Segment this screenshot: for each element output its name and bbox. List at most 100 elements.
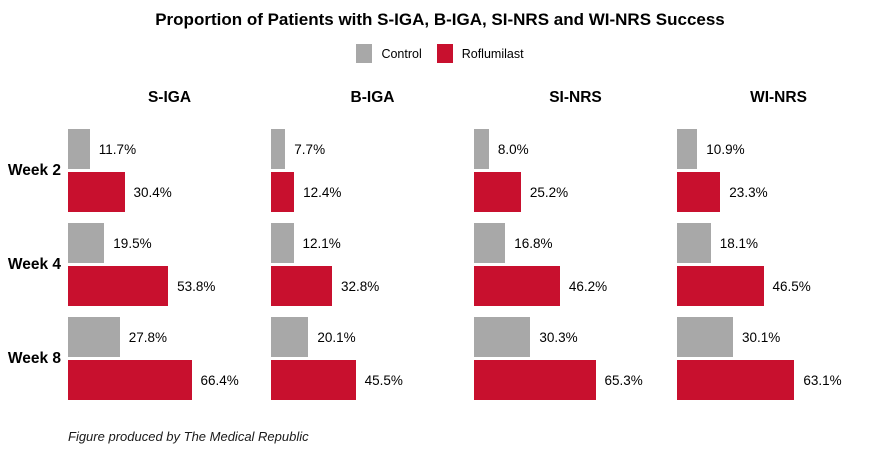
bar-row: 10.9%	[677, 129, 880, 169]
bar-row: 11.7%	[68, 129, 271, 169]
bar-row: 45.5%	[271, 360, 474, 400]
bar-value-label: 65.3%	[604, 372, 643, 388]
bar-group: 27.8% 66.4%	[68, 317, 271, 400]
panel-si-nrs: SI-NRS 8.0% 25.2% 16.8% 46.2% 30.3% 65.3%	[474, 89, 677, 411]
bar-row: 63.1%	[677, 360, 880, 400]
bar-control	[271, 317, 309, 357]
panel-b-iga: B-IGA 7.7% 12.4% 12.1% 32.8% 20.1% 45.5%	[271, 89, 474, 411]
bar-row: 7.7%	[271, 129, 474, 169]
bar-group: 18.1% 46.5%	[677, 223, 880, 306]
bar-row: 18.1%	[677, 223, 880, 263]
bar-group: 11.7% 30.4%	[68, 129, 271, 212]
panel-title: WI-NRS	[750, 89, 807, 106]
bar-group: 8.0% 25.2%	[474, 129, 677, 212]
bar-row: 25.2%	[474, 172, 677, 212]
legend-item-roflumilast: Roflumilast	[436, 44, 524, 63]
bar-value-label: 30.4%	[133, 184, 172, 200]
bar-value-label: 12.4%	[303, 184, 342, 200]
chart-title: Proportion of Patients with S-IGA, B-IGA…	[155, 10, 725, 29]
bar-control	[68, 129, 90, 169]
bar-row: 30.4%	[68, 172, 271, 212]
bar-row: 46.2%	[474, 266, 677, 306]
bar-group: 20.1% 45.5%	[271, 317, 474, 400]
bar-control	[271, 223, 294, 263]
bar-row: 30.1%	[677, 317, 880, 357]
bar-value-label: 10.9%	[706, 141, 745, 157]
bar-row: 19.5%	[68, 223, 271, 263]
bar-value-label: 12.1%	[302, 235, 341, 251]
bar-row: 8.0%	[474, 129, 677, 169]
bar-group: 16.8% 46.2%	[474, 223, 677, 306]
bar-control	[474, 317, 531, 357]
bar-value-label: 16.8%	[514, 235, 553, 251]
bar-group: 10.9% 23.3%	[677, 129, 880, 212]
panel-title: B-IGA	[350, 89, 395, 106]
bar-roflumilast	[474, 266, 560, 306]
bar-value-label: 27.8%	[128, 329, 167, 345]
bar-row: 53.8%	[68, 266, 271, 306]
bar-row: 27.8%	[68, 317, 271, 357]
bar-roflumilast	[271, 360, 356, 400]
header-spacer	[0, 89, 68, 129]
panel-title: S-IGA	[147, 89, 192, 106]
bar-roflumilast	[68, 172, 125, 212]
bar-value-label: 63.1%	[803, 372, 842, 388]
bar-value-label: 11.7%	[98, 141, 137, 157]
bar-value-label: 20.1%	[317, 329, 356, 345]
bar-group: 30.1% 63.1%	[677, 317, 880, 400]
panel-wi-nrs: WI-NRS 10.9% 23.3% 18.1% 46.5% 30.1% 63.1%	[677, 89, 880, 411]
bar-value-label: 30.3%	[539, 329, 578, 345]
chart-grid: Week 2 Week 4 Week 8 S-IGA 11.7% 30.4% 19.5% 53…	[0, 89, 880, 411]
bar-value-label: 46.5%	[772, 278, 811, 294]
bar-row: 12.4%	[271, 172, 474, 212]
bar-roflumilast	[474, 172, 521, 212]
bar-row: 23.3%	[677, 172, 880, 212]
bar-value-label: 23.3%	[729, 184, 768, 200]
week-label: Week 2	[7, 161, 61, 179]
bar-row: 46.5%	[677, 266, 880, 306]
bar-row: 65.3%	[474, 360, 677, 400]
bar-value-label: 46.2%	[568, 278, 608, 294]
bar-roflumilast	[677, 172, 721, 212]
bar-value-label: 19.5%	[113, 235, 152, 251]
legend: Control Roflumilast	[0, 44, 880, 63]
bar-value-label: 7.7%	[294, 141, 326, 157]
bar-value-label: 66.4%	[200, 372, 239, 388]
panel-s-iga: S-IGA 11.7% 30.4% 19.5% 53.8% 27.8% 66.4%	[68, 89, 271, 411]
week-label: Week 4	[7, 255, 61, 273]
week-labels-column: Week 2 Week 4 Week 8	[0, 89, 68, 411]
legend-label-control: Control	[381, 46, 422, 61]
bar-group: 12.1% 32.8%	[271, 223, 474, 306]
bar-value-label: 45.5%	[364, 372, 403, 388]
bar-control	[474, 223, 506, 263]
control-swatch-icon	[356, 44, 373, 63]
bar-control	[68, 317, 120, 357]
bar-value-label: 53.8%	[177, 278, 216, 294]
roflumilast-swatch-icon	[436, 44, 453, 63]
bar-row: 66.4%	[68, 360, 271, 400]
bar-roflumilast	[677, 360, 795, 400]
figure-credit: Figure produced by The Medical Republic	[68, 429, 309, 444]
bar-control	[677, 129, 698, 169]
bar-group: 30.3% 65.3%	[474, 317, 677, 400]
panel-title: SI-NRS	[549, 89, 602, 106]
bar-control	[677, 317, 733, 357]
bar-roflumilast	[474, 360, 596, 400]
bar-value-label: 25.2%	[529, 184, 569, 200]
bar-control	[68, 223, 105, 263]
bar-value-label: 18.1%	[719, 235, 758, 251]
bar-roflumilast	[677, 266, 764, 306]
bar-control	[474, 129, 489, 169]
bar-value-label: 32.8%	[341, 278, 380, 294]
bar-value-label: 8.0%	[497, 141, 529, 157]
bar-group: 7.7% 12.4%	[271, 129, 474, 212]
bar-row: 30.3%	[474, 317, 677, 357]
bar-control	[677, 223, 711, 263]
bar-roflumilast	[68, 360, 192, 400]
week-label: Week 8	[7, 349, 61, 367]
legend-label-roflumilast: Roflumilast	[461, 46, 524, 61]
bar-row: 16.8%	[474, 223, 677, 263]
bar-row: 20.1%	[271, 317, 474, 357]
bar-row: 32.8%	[271, 266, 474, 306]
